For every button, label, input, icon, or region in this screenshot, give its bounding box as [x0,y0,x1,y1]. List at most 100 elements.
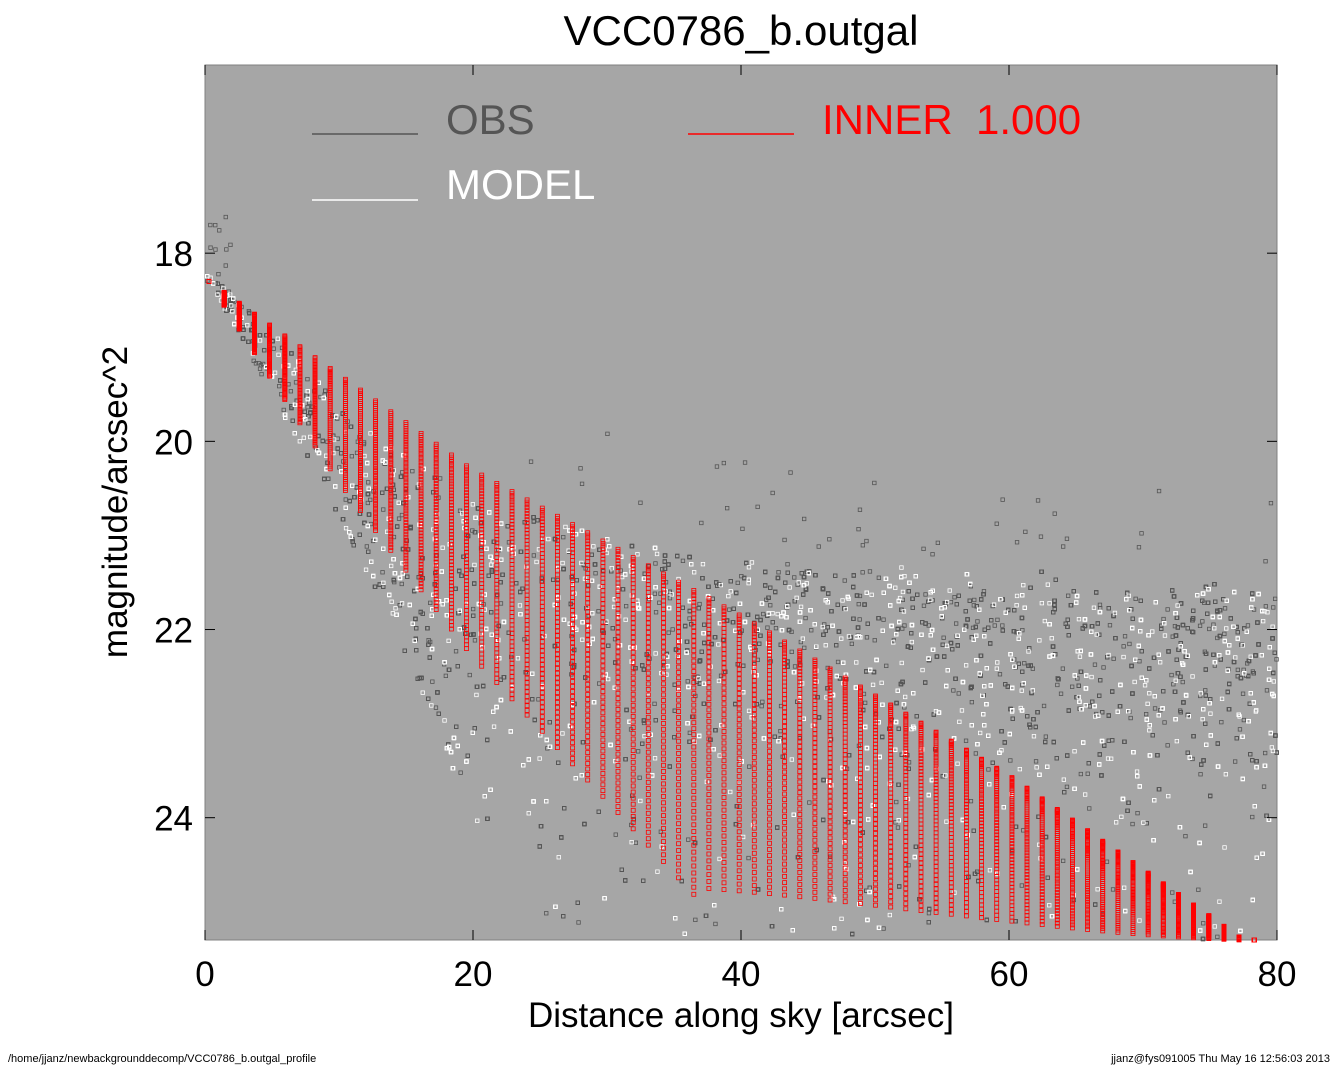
obs-point [666,630,671,635]
obs-point [670,627,675,632]
obs-point [680,558,686,563]
obs-point [458,770,463,775]
obs-point [257,366,263,371]
obs-point [1165,743,1170,748]
obs-point [1197,623,1203,628]
obs-point [428,600,433,605]
obs-point [1171,682,1176,687]
obs-point [1222,631,1227,636]
obs-point [906,863,911,868]
obs-point [1019,883,1024,888]
obs-point [697,659,702,664]
obs-point [305,404,310,410]
obs-point [472,638,478,643]
obs-point [593,571,598,576]
obs-point [900,626,905,631]
obs-point [453,649,459,654]
obs-point [923,592,928,597]
obs-point [1041,703,1047,709]
obs-point [1263,750,1268,756]
obs-point [1033,759,1039,764]
obs-point [1137,659,1142,664]
obs-point [613,832,618,837]
obs-point [251,358,256,364]
obs-point [1101,665,1106,670]
obs-point [867,569,873,574]
obs-point [1087,704,1092,709]
obs-point [802,645,807,650]
obs-point [506,540,512,545]
obs-point [1235,667,1240,672]
obs-point [954,621,959,626]
obs-point [760,699,765,704]
obs-point [981,589,987,594]
obs-point [968,584,973,589]
obs-point [1144,712,1149,717]
obs-point [693,917,698,922]
obs-point [260,361,266,367]
obs-point [253,361,259,366]
obs-point [381,507,386,512]
obs-point [1130,821,1135,827]
obs-point [972,597,977,603]
obs-point [1111,656,1116,661]
obs-point [1060,666,1065,671]
obs-point [773,626,779,631]
obs-point [380,570,385,575]
obs-point [1196,887,1201,892]
obs-point [930,598,935,603]
obs-point [1233,759,1238,764]
obs-point [1222,606,1228,611]
obs-point [368,497,373,503]
obs-point [522,637,527,642]
obs-point [969,700,974,705]
obs-point [902,623,907,628]
obs-point [807,800,812,805]
obs-point [259,371,264,377]
obs-point [1055,676,1060,681]
obs-point [277,383,282,389]
obs-point [864,635,870,640]
obs-point [1014,630,1019,635]
obs-point [652,591,657,596]
obs-point [1273,596,1278,601]
obs-point [365,480,371,485]
obs-point [849,641,854,646]
obs-point [986,767,991,772]
obs-point [856,602,861,607]
obs-point [809,628,814,633]
obs-point [596,609,601,614]
obs-point [467,672,472,678]
obs-point [685,679,690,684]
obs-point [747,764,752,769]
obs-point [1092,662,1098,667]
obs-point [746,855,751,861]
obs-point [857,617,862,622]
obs-point [1022,661,1027,666]
obs-point [1162,720,1167,725]
obs-point [663,580,669,585]
obs-point [1008,758,1013,763]
obs-point [1180,679,1185,685]
obs-point [653,610,659,615]
obs-point [370,538,376,544]
obs-point [1058,691,1064,696]
obs-point [765,625,770,630]
obs-point [636,749,641,754]
chart-title: VCC0786_b.outgal [564,7,919,54]
obs-point [926,911,932,916]
obs-point [531,553,536,558]
obs-point [1107,623,1113,628]
obs-point [1183,834,1188,839]
obs-point [658,591,663,596]
obs-point [860,570,865,575]
obs-point [894,799,899,805]
obs-point [457,508,463,513]
obs-point [1198,693,1203,699]
obs-point [995,617,1000,622]
obs-point [768,603,773,608]
obs-point [863,700,868,705]
obs-point [657,600,662,605]
obs-point [1191,630,1196,635]
obs-point [856,743,862,748]
